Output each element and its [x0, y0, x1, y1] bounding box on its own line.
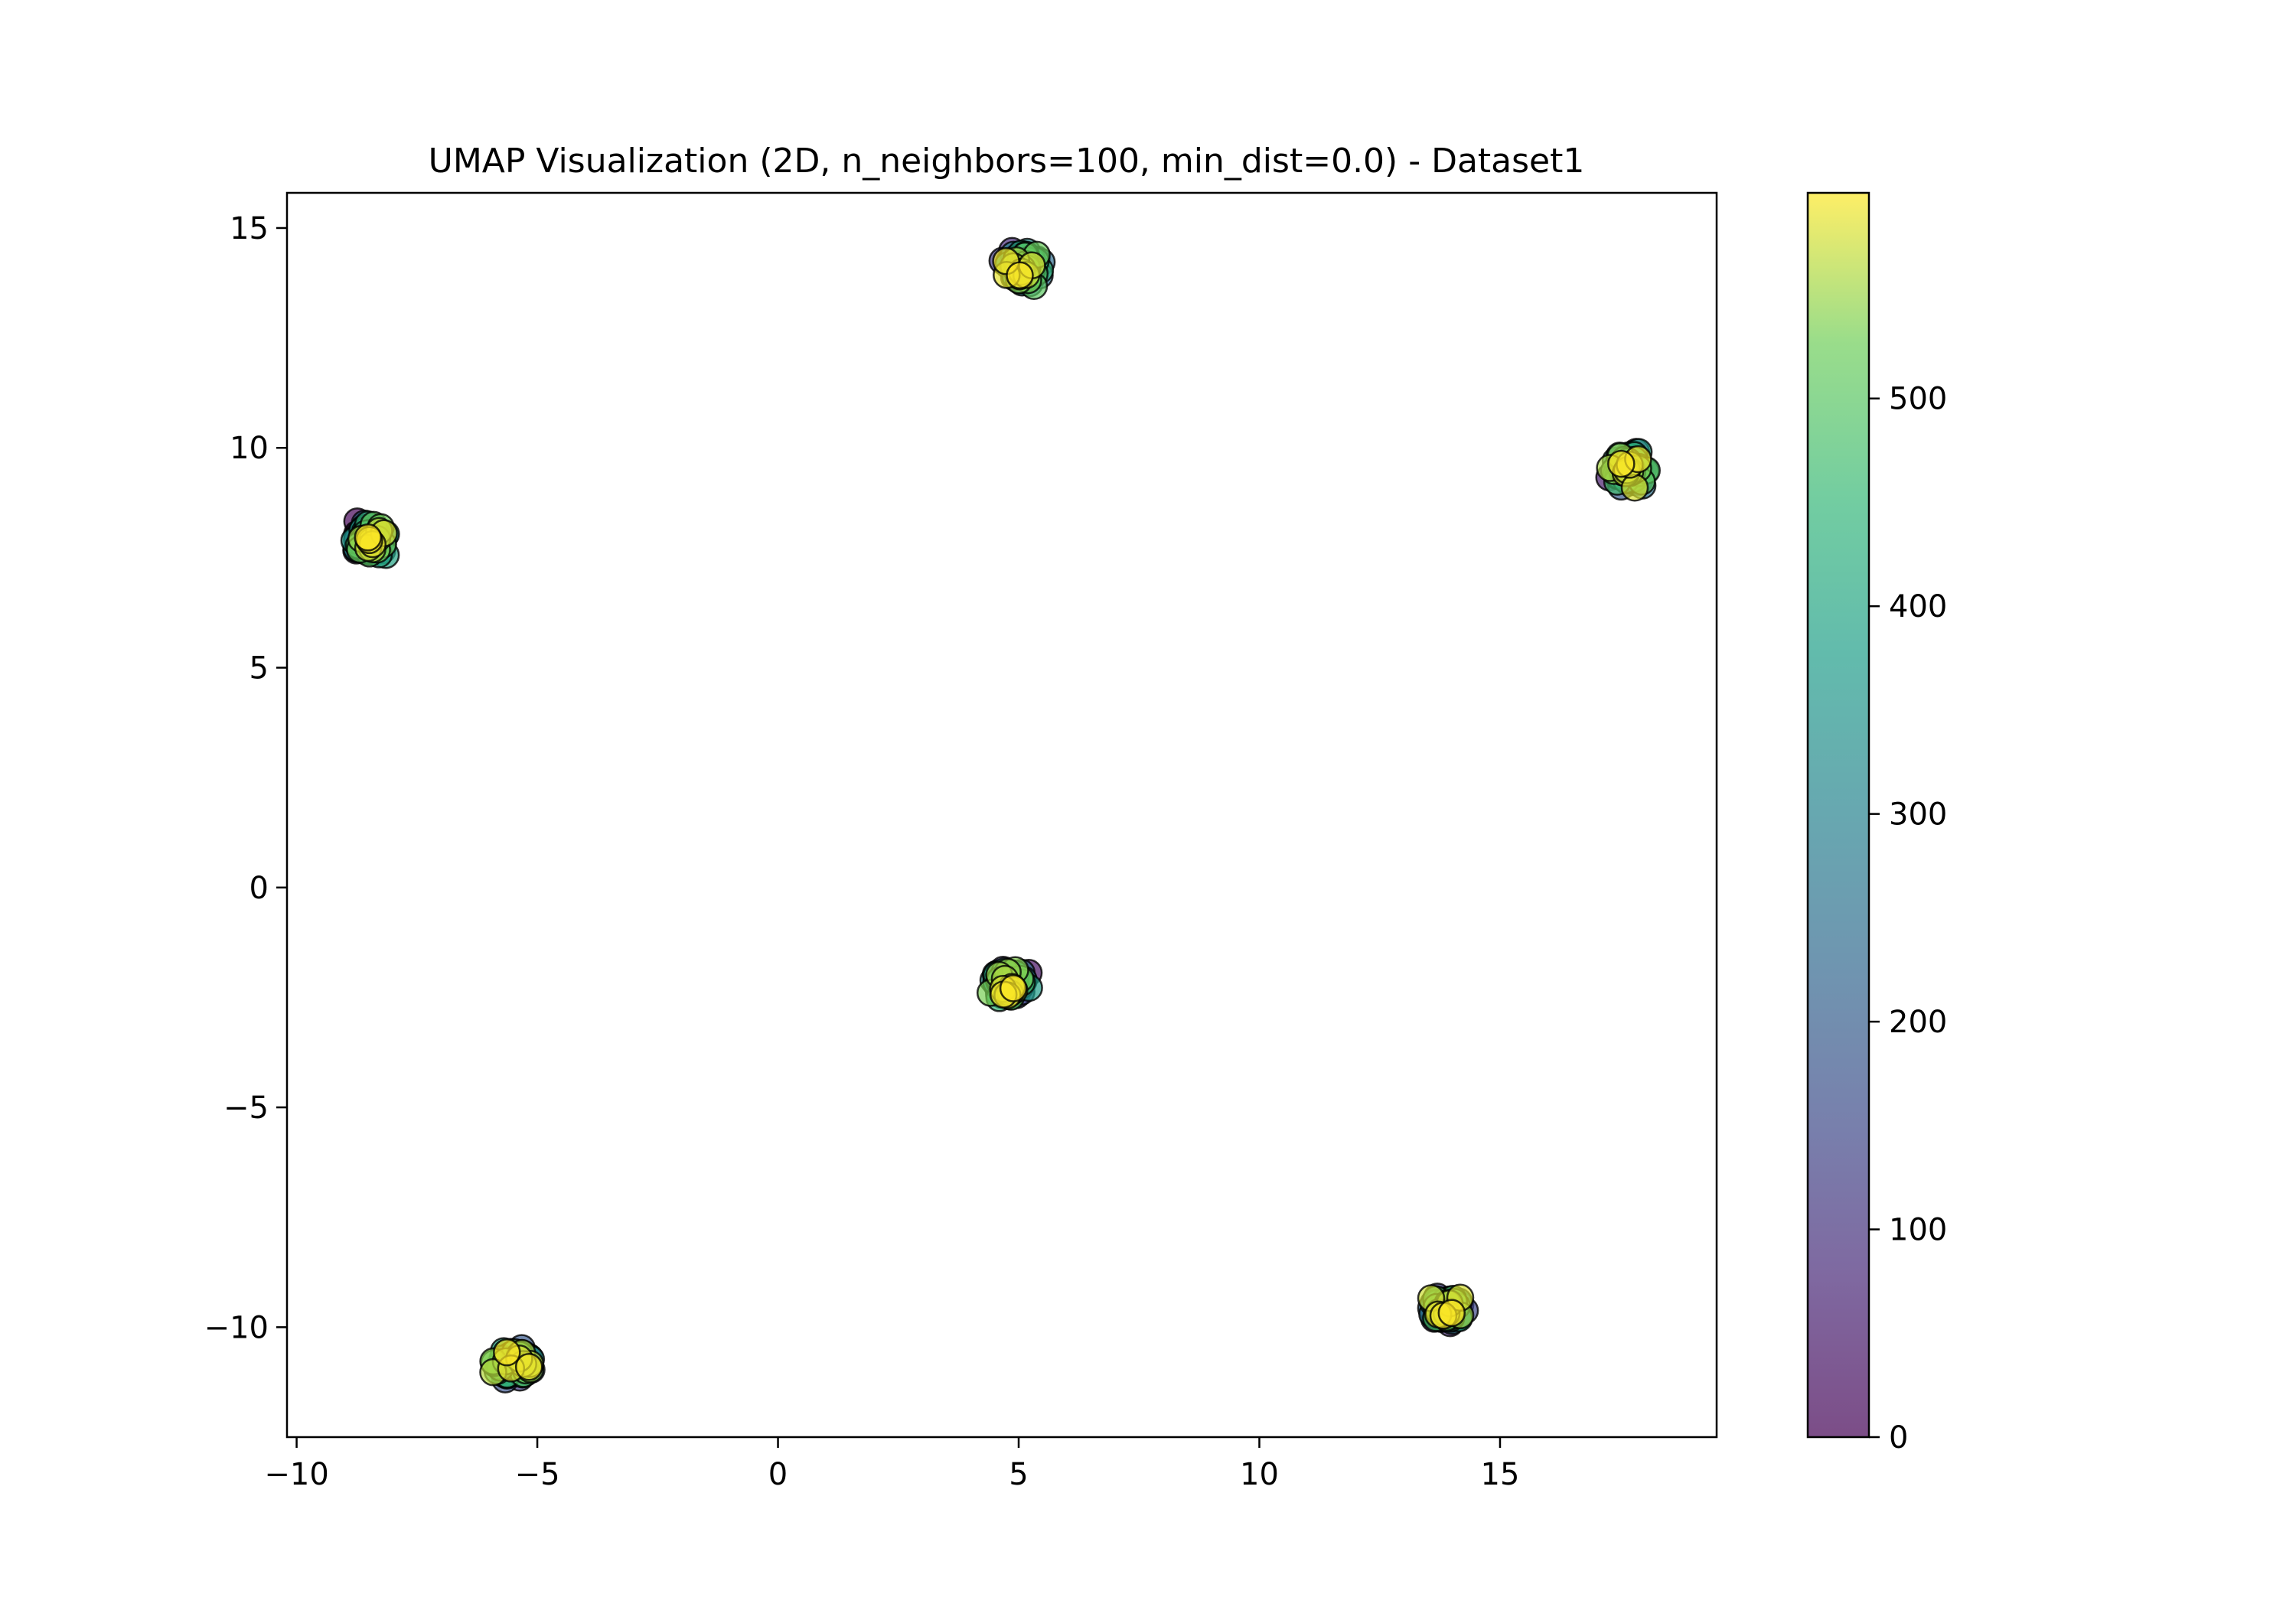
colorbar-tick-label: 200: [1889, 1005, 1947, 1040]
colorbar-ticks: 0 100 200 300 400 500: [1869, 382, 1947, 1455]
scatter-point: [493, 1338, 521, 1367]
colorbar-tick-label: 0: [1889, 1420, 1908, 1455]
chart-title: UMAP Visualization (2D, n_neighbors=100,…: [429, 142, 1585, 181]
scatter-point: [1437, 1299, 1466, 1328]
scatter-point: [999, 974, 1028, 1002]
scatter-point: [1607, 449, 1636, 478]
plot-frame: [285, 191, 1718, 1439]
y-tick-label: −5: [223, 1090, 269, 1126]
colorbar-tick-label: 400: [1889, 589, 1947, 624]
scatter-point: [354, 523, 383, 552]
x-tick-label: 15: [1481, 1457, 1520, 1492]
colorbar-gradient: [1806, 191, 1870, 1439]
y-tick-label: 15: [230, 211, 269, 246]
scatter-point: [1620, 473, 1649, 502]
y-tick-label: 0: [249, 871, 269, 906]
colorbar: 0 100 200 300 400 500: [1806, 191, 1947, 1455]
x-tick-label: −5: [515, 1457, 560, 1492]
colorbar-tick-label: 500: [1889, 382, 1947, 417]
y-tick-label: −10: [204, 1310, 269, 1345]
plot-background: [287, 193, 1717, 1437]
scatter-point: [1006, 261, 1034, 290]
scatter-points: [340, 236, 1661, 1393]
x-tick-label: 5: [1009, 1457, 1028, 1492]
y-tick-label: 10: [230, 431, 269, 466]
x-tick-label: −10: [264, 1457, 328, 1492]
colorbar-tick-label: 100: [1889, 1213, 1947, 1248]
x-tick-label: 0: [768, 1457, 788, 1492]
colorbar-tick-label: 300: [1889, 797, 1947, 833]
x-tick-label: 10: [1240, 1457, 1279, 1492]
y-tick-label: 5: [249, 651, 269, 686]
x-axis: −10 −5 0 5 10 15: [264, 1437, 1519, 1492]
y-axis: −10 −5 0 5 10 15: [204, 211, 287, 1345]
plot-area: [285, 191, 1718, 1439]
scatter-point: [514, 1352, 543, 1381]
